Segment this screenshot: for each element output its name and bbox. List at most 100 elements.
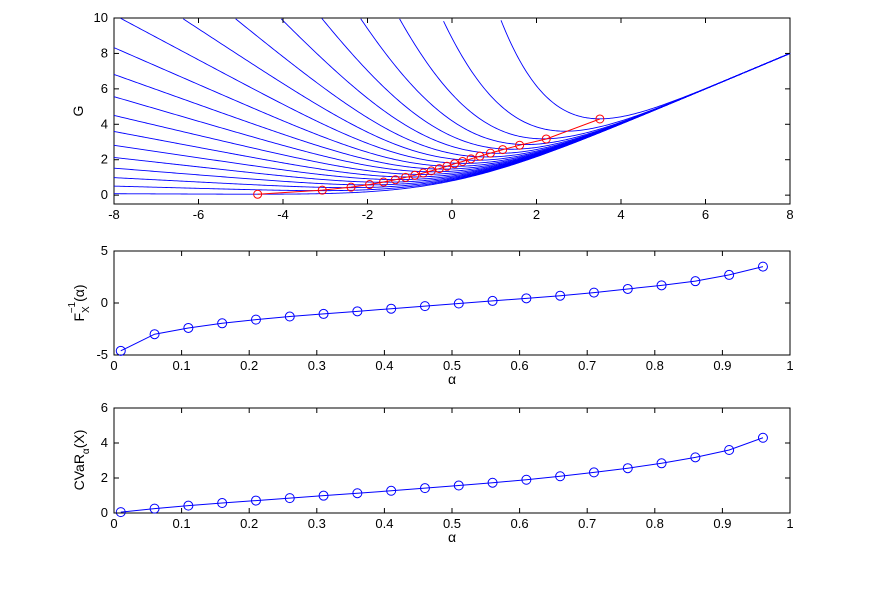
x-tick-label: -4 bbox=[277, 207, 289, 222]
x-tick-label: 4 bbox=[617, 207, 624, 222]
series-marker bbox=[453, 480, 464, 491]
series-marker bbox=[724, 269, 735, 280]
y-axis-label: G bbox=[70, 106, 86, 117]
series-marker bbox=[115, 507, 126, 518]
y-label-arg: (α) bbox=[71, 284, 87, 301]
minimum-marker bbox=[475, 151, 485, 161]
series-line bbox=[120, 437, 764, 513]
x-axis-ticks: -8 -6 -4 -2 0 2 4 6 8 bbox=[108, 18, 794, 222]
chart-g-function: -8 -6 -4 -2 0 2 4 6 8 0 2 4 6 8 10 G bbox=[70, 10, 794, 222]
y-tick-label: 2 bbox=[101, 470, 108, 485]
minimum-marker bbox=[418, 168, 428, 178]
x-tick-label: 1 bbox=[786, 358, 793, 373]
series-marker bbox=[419, 483, 430, 494]
chart-quantile: 0 0.1 0.2 0.3 0.4 0.5 0.6 0.7 0.8 0.9 1 -505 α FX−… bbox=[67, 243, 794, 387]
series-marker bbox=[352, 488, 363, 499]
series-marker bbox=[521, 474, 532, 485]
x-tick-label: 0.6 bbox=[511, 358, 529, 373]
y-tick-label: 4 bbox=[101, 116, 108, 131]
x-tick-label: 0 bbox=[110, 516, 117, 531]
minimum-marker bbox=[401, 172, 411, 182]
y-tick-label: 6 bbox=[101, 400, 108, 415]
series-marker bbox=[757, 432, 768, 443]
x-tick-label: 6 bbox=[702, 207, 709, 222]
x-tick-label: 0.8 bbox=[646, 516, 664, 531]
quantile-series bbox=[115, 261, 768, 356]
series-marker bbox=[487, 295, 498, 306]
y-label-arg: (X) bbox=[71, 430, 87, 449]
series-marker bbox=[588, 287, 599, 298]
series-marker bbox=[183, 500, 194, 511]
y-tick-label: 8 bbox=[101, 45, 108, 60]
series-marker bbox=[149, 329, 160, 340]
x-tick-label: 0.9 bbox=[713, 358, 731, 373]
y-tick-label: 10 bbox=[94, 10, 108, 25]
series-marker bbox=[521, 293, 532, 304]
y-tick-label: -5 bbox=[96, 347, 108, 362]
minimum-marker bbox=[498, 145, 508, 155]
y-tick-label: 5 bbox=[101, 243, 108, 258]
x-tick-label: 8 bbox=[786, 207, 793, 222]
series-marker bbox=[149, 503, 160, 514]
y-axis-ticks: -5 0 5 bbox=[96, 243, 790, 362]
series-marker bbox=[757, 261, 768, 272]
g-curve bbox=[500, 20, 791, 120]
cvar-series bbox=[115, 432, 768, 518]
y-label-main: F bbox=[71, 313, 87, 322]
x-tick-label: 0.8 bbox=[646, 358, 664, 373]
series-marker bbox=[318, 308, 329, 319]
minimum-marker bbox=[365, 180, 375, 190]
x-tick-label: 0.2 bbox=[240, 516, 258, 531]
y-label-sub: X bbox=[81, 306, 92, 313]
series-marker bbox=[318, 490, 329, 501]
series-marker bbox=[555, 471, 566, 482]
y-axis-ticks: 0 2 4 6 8 10 bbox=[94, 10, 790, 202]
minimum-marker bbox=[379, 177, 389, 187]
y-tick-label: 0 bbox=[101, 505, 108, 520]
series-marker bbox=[588, 467, 599, 478]
x-axis-ticks: 0 0.1 0.2 0.3 0.4 0.5 0.6 0.7 0.8 0.9 1 bbox=[110, 251, 794, 373]
series-marker bbox=[724, 445, 735, 455]
x-tick-label: 0.2 bbox=[240, 358, 258, 373]
series-marker bbox=[250, 314, 261, 325]
minimum-marker bbox=[541, 134, 551, 144]
x-axis-label: α bbox=[448, 529, 456, 545]
x-tick-label: 0.5 bbox=[443, 358, 461, 373]
series-marker bbox=[352, 306, 363, 317]
x-axis-label: α bbox=[448, 371, 456, 387]
x-axis-ticks: 0 0.1 0.2 0.3 0.4 0.5 0.6 0.7 0.8 0.9 1 bbox=[110, 408, 794, 531]
series-marker bbox=[622, 283, 633, 294]
y-tick-label: 0 bbox=[101, 295, 108, 310]
plot-area bbox=[113, 250, 791, 356]
x-tick-label: 0.9 bbox=[713, 516, 731, 531]
series-marker bbox=[487, 477, 498, 488]
minimum-marker bbox=[346, 182, 356, 192]
series-marker bbox=[284, 493, 295, 504]
minimum-marker bbox=[595, 114, 605, 124]
minimum-path bbox=[253, 114, 605, 199]
series-marker bbox=[250, 495, 261, 506]
series-marker bbox=[555, 290, 566, 301]
x-tick-label: 0.7 bbox=[578, 516, 596, 531]
minimum-marker bbox=[466, 154, 476, 164]
plot-area bbox=[113, 407, 791, 514]
minimum-marker bbox=[390, 175, 400, 185]
minimum-marker bbox=[410, 170, 420, 180]
series-marker bbox=[284, 311, 295, 322]
y-axis-ticks: 0 2 4 6 bbox=[101, 400, 790, 520]
minimum-marker bbox=[515, 140, 525, 150]
series-marker bbox=[453, 298, 464, 309]
x-tick-label: 0 bbox=[448, 207, 455, 222]
chart-cvar: 0 0.1 0.2 0.3 0.4 0.5 0.6 0.7 0.8 0.9 1 0 2 4 6 α CVa… bbox=[71, 400, 794, 545]
series-marker bbox=[217, 318, 228, 329]
x-tick-label: -6 bbox=[193, 207, 205, 222]
x-tick-label: 0.3 bbox=[308, 516, 326, 531]
y-tick-label: 4 bbox=[101, 435, 108, 450]
series-marker bbox=[622, 463, 633, 474]
x-tick-label: 0.3 bbox=[308, 358, 326, 373]
y-tick-label: 6 bbox=[101, 81, 108, 96]
y-axis-label: CVaRα(X) bbox=[71, 430, 92, 491]
series-marker bbox=[115, 345, 126, 356]
y-tick-label: 0 bbox=[101, 187, 108, 202]
y-label-main: CVaR bbox=[71, 454, 87, 490]
